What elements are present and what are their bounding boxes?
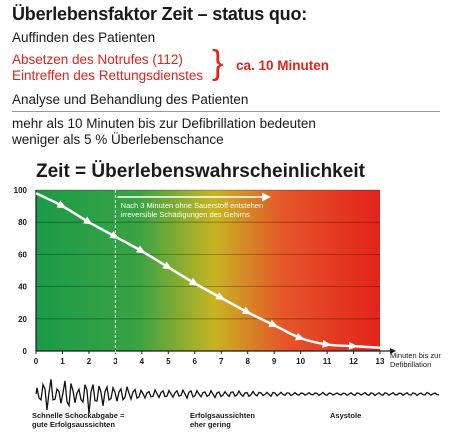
x-axis-label-line-1: Minuten bis zur [390,351,441,360]
axes [35,190,396,354]
data-point-marker [109,231,120,239]
step-find-patient: Auffinden des Patienten [12,30,156,45]
ecg-label-line-2: eher gering [190,420,231,429]
data-point-marker [295,332,305,341]
y-tick-label: 60 [18,250,27,259]
data-point-marker [188,277,199,286]
x-axis-label-line-2: Defibrillation [390,360,431,369]
x-axis-ticks: 012345678910111213 [34,351,385,366]
data-point-marker [135,245,146,254]
warning-line-2: weniger als 5 % Überlebenschance [12,132,224,147]
x-tick-label: 5 [166,357,171,366]
x-tick-label: 1 [60,357,65,366]
data-point-marker [322,339,332,348]
curly-brace-icon: } [212,44,224,82]
data-point-marker [268,319,279,328]
divider [12,111,440,112]
step-emergency-call: Absetzen des Notrufes (112) [12,52,183,67]
ecg-labels: Schnelle Schockabgabe =gute Erfolgsaussi… [32,411,361,429]
x-tick-label: 0 [34,357,39,366]
duration-label: ca. 10 Minuten [236,58,330,73]
step-ambulance-arrival: Eintreffen des Rettungsdienstes [12,68,204,83]
x-tick-label: 11 [323,357,332,366]
x-tick-label: 10 [296,357,305,366]
grid-lines [36,189,380,320]
x-tick-label: 4 [140,357,145,366]
warning-line-1: mehr als 10 Minuten bis zur Defibrillati… [12,116,316,131]
x-tick-label: 7 [219,357,224,366]
ecg-waveform [35,379,440,414]
x-tick-label: 2 [87,357,92,366]
y-tick-label: 100 [14,186,28,195]
data-point-marker [56,200,67,209]
y-tick-label: 40 [18,283,27,292]
x-tick-label: 13 [376,357,385,366]
x-tick-label: 6 [193,357,198,366]
ecg-label-line-2: gute Erfolgsaussichten [32,420,115,429]
ecg-label-line-1: Erfolgsaussichten [190,411,255,420]
ecg-label-line-1: Schnelle Schockabgabe = [32,411,125,420]
plot-background [36,190,380,351]
y-tick-label: 0 [23,347,28,356]
ecg-label-line-1: Asystole [330,411,361,420]
data-point-marker [215,292,226,301]
data-point-marker [241,306,252,315]
data-point-marker [162,261,173,270]
step-analysis: Analyse und Behandlung des Patienten [12,92,249,107]
x-tick-label: 12 [349,357,358,366]
chart-title: Zeit = Überlebenswahrscheinlichkeit [36,161,365,182]
annotation-line-1: Nach 3 Minuten ohne Sauerstoff entstehen [121,201,263,210]
data-point-marker [348,341,359,350]
y-tick-label: 20 [18,315,27,324]
x-axis-arrow-icon [390,348,396,354]
y-tick-label: 80 [18,218,27,227]
data-point-marker [83,216,93,225]
x-tick-label: 8 [245,357,250,366]
annotation-line-2: irreversible Schädigungen des Gehirns [121,210,250,219]
page-title: Überlebensfaktor Zeit – status quo: [12,4,308,24]
x-tick-label: 9 [272,357,277,366]
y-axis-ticks: 0 20 40 60 80 100 [14,186,28,356]
data-points [56,200,359,350]
